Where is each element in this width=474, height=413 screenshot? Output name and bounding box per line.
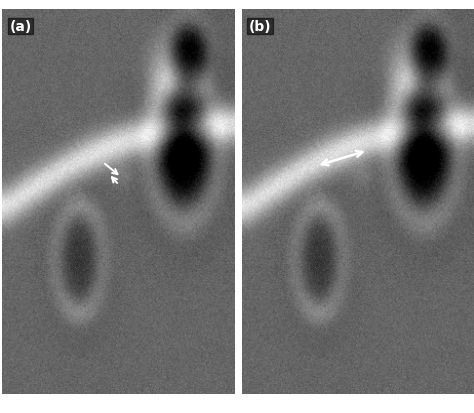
Text: (a): (a) bbox=[9, 20, 32, 34]
Text: (b): (b) bbox=[249, 20, 271, 34]
